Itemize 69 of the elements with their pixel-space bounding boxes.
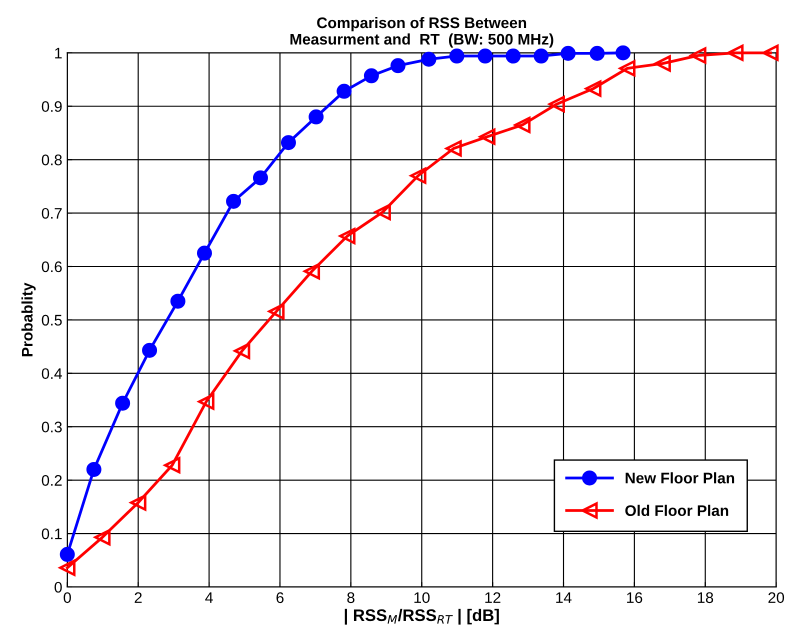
point — [374, 204, 391, 220]
point — [339, 228, 356, 244]
point — [142, 342, 158, 358]
x-tick-label: 20 — [768, 592, 784, 604]
y-tick-label: 0.1 — [42, 528, 62, 540]
point — [94, 529, 111, 546]
point — [226, 194, 242, 209]
x-tick-label: 16 — [627, 592, 642, 604]
y-tick-label: 0 — [54, 582, 62, 593]
point — [421, 52, 436, 67]
x-tick-label: 14 — [556, 592, 572, 603]
chart-title: Comparison of RSS Between Measurment and RT (BW: 500 MHz) — [290, 16, 554, 48]
point — [115, 396, 130, 411]
point — [727, 44, 744, 62]
y-tick-label: 0.6 — [42, 261, 62, 272]
x-tick-label: 10 — [414, 592, 430, 604]
x-tick-label: 8 — [347, 592, 354, 604]
y-tick-label: 0.4 — [42, 368, 62, 380]
point — [390, 58, 406, 74]
x-tick-label: 12 — [485, 592, 500, 603]
y-tick-label: 0.7 — [42, 208, 62, 219]
point — [478, 48, 493, 64]
point — [170, 294, 186, 309]
x-tick-label: 6 — [276, 592, 284, 604]
x-axis-title: | RSS$_{M}$/RSS$_{RT}$ | [dB] — [344, 608, 499, 625]
point — [445, 140, 462, 157]
point — [252, 170, 268, 186]
point — [654, 55, 671, 72]
point — [198, 393, 214, 410]
point — [304, 263, 320, 280]
point — [762, 44, 779, 62]
point — [336, 84, 352, 99]
y-tick-label: 1 — [55, 48, 62, 58]
x-tick-label: 2 — [134, 592, 142, 603]
point — [196, 246, 212, 261]
point — [164, 457, 180, 474]
x-tick-label: 18 — [698, 592, 714, 604]
y-tick-label: 0.3 — [42, 422, 62, 432]
legend-label: Old Floor Plan — [625, 504, 728, 516]
point — [410, 167, 426, 184]
point — [268, 303, 285, 320]
point — [619, 60, 636, 77]
point — [585, 80, 602, 97]
x-tick-label: 0 — [64, 592, 71, 604]
point — [616, 45, 631, 60]
point — [690, 47, 706, 64]
legend-label: New Floor Plan — [626, 472, 734, 484]
y-tick-label: 0.2 — [42, 475, 62, 486]
point — [364, 68, 379, 84]
point — [130, 494, 146, 511]
point — [86, 462, 102, 477]
y-tick-label: 0.8 — [42, 154, 62, 166]
point — [60, 546, 75, 562]
point — [590, 46, 605, 61]
y-tick-label: 0.9 — [42, 101, 62, 112]
point — [560, 46, 576, 61]
y-tick-label: 0.5 — [42, 314, 62, 326]
point — [449, 48, 464, 64]
point — [308, 109, 324, 124]
y-axis-title: Probablity — [21, 282, 36, 356]
point — [514, 116, 531, 134]
point — [59, 560, 76, 576]
x-tick-label: 4 — [205, 592, 213, 603]
point — [548, 96, 565, 112]
point — [506, 48, 521, 64]
point — [280, 135, 296, 150]
point — [234, 342, 250, 360]
point — [534, 48, 549, 64]
point — [479, 128, 496, 145]
